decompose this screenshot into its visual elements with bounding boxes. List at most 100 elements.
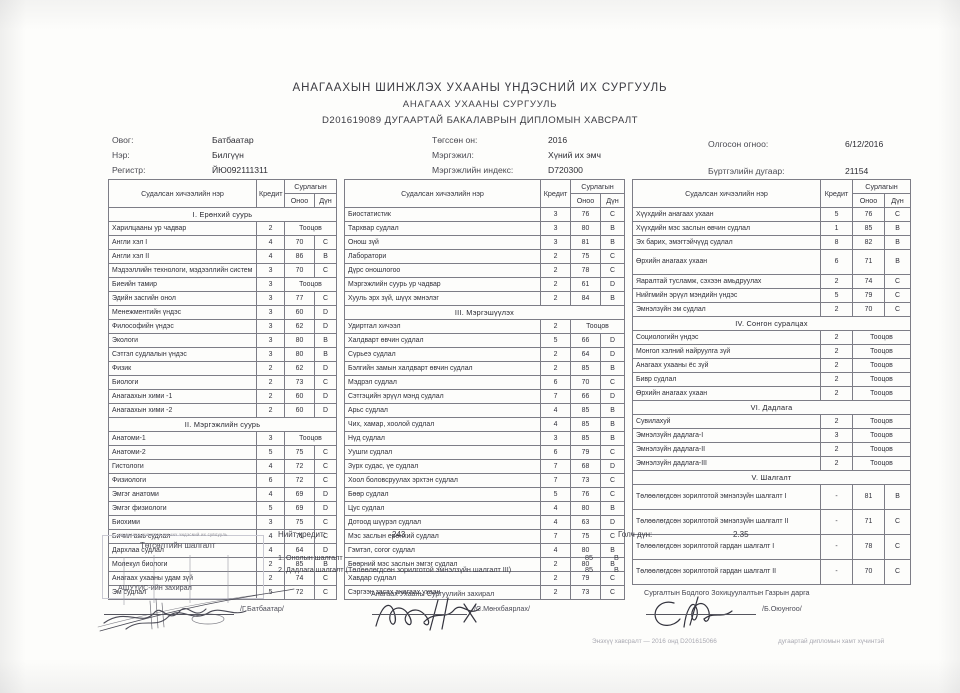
credit-cell: 7 [540,529,571,544]
score-cell: 75 [284,515,315,530]
letter-grade-cell: D [600,347,625,362]
score-cell: 70 [284,263,315,278]
table-row: Хүүхдийн мэс заслын өвчин судлал 1 85 B [632,221,911,236]
footer-note-left: Энэхүү хавсралт — 2016 онд D201615066 [592,638,717,645]
table-row: Сувилахуй 2 Тооцов [632,414,911,429]
th-letter: Дүн [600,193,625,208]
table-row: Физиологи 6 72 C [108,473,337,488]
letter-grade-cell: B [600,557,625,572]
table2-body: Биостатистик 3 76 C Тархвар судлал 3 80 B Онош з… [344,207,625,600]
letter-grade-cell: C [884,534,911,560]
footer-note-right: дугаартай дипломын хамт хүчинтэй [778,638,885,645]
course-name-cell: Эмнэлзүйн дадлага-III [632,456,821,471]
score-cell: Тооцов [284,221,337,236]
score-cell: 62 [284,319,315,334]
score-cell: Тооцов [852,456,911,471]
letter-grade-cell: B [600,403,625,418]
credit-cell: 2 [256,221,285,236]
course-name-cell: Бөөр судлал [344,487,541,502]
course-name-cell: Анатоми-1 [108,431,257,446]
score-cell: 75 [570,249,601,264]
credit-cell: 5 [820,207,853,222]
table-row: Төлөөлөгдсөн зорилготой гардан шалгалт I… [632,534,911,560]
course-name-cell: Гэмтэл, согог судлал [344,543,541,558]
course-name-cell: Биохими [108,515,257,530]
credit-cell: 4 [540,515,571,530]
diploma-supplement-line: D201619089 ДУГААРТАЙ БАКАЛАВРЫН ДИПЛОМЫН… [322,115,638,126]
credit-cell: 5 [540,333,571,348]
letter-grade-cell: C [884,288,911,303]
score-cell: 81 [852,484,885,510]
document-title-block: АНАГААХЫН ШИНЖЛЭХ УХААНЫ ҮНДЭСНИЙ ИХ СУР… [0,82,960,126]
register-label: Регистр: [112,165,146,175]
credit-cell: 2 [540,557,571,572]
register-value: ЙЮ092111311 [212,165,268,175]
letter-grade-cell: B [314,333,337,348]
course-name-cell: Арьс судлал [344,403,541,418]
section-heading: III. Мэргэшүүлэх [344,305,625,320]
score-cell: 78 [852,534,885,560]
table3-body: Хүүхдийн анагаах ухаан 5 76 C Хүүхдийн мэс з… [632,207,911,585]
score-cell: Тооцов [852,386,911,401]
th-score: Оноо [852,193,885,208]
credit-cell: 2 [540,291,571,306]
th-grade-group: Сурлагын [284,179,337,194]
section-heading-row: II. Мэргэжлийн суурь [108,417,337,432]
score-cell: 72 [284,459,315,474]
credit-cell: 2 [820,274,853,289]
courses-table-column-1: Судалсан хичээлийн нэр Кредит Сурлагын О… [108,179,337,600]
credit-cell: - [820,509,853,535]
letter-grade-cell: D [600,333,625,348]
table-row: Дотоод шүүрэл судлал 4 63 D [344,515,625,530]
table-row: Төлөөлөгдсөн зорилготой эмнэлзүйн шалгал… [632,484,911,510]
letter-grade-cell: C [884,274,911,289]
signature-2-title: Анагаах Ухааны Сургуулийн захирал [371,589,495,598]
table-row: Менежментийн үндэс 3 60 D [108,305,337,320]
credit-cell: 3 [540,207,571,222]
score-cell: 63 [570,515,601,530]
course-name-cell: Менежментийн үндэс [108,305,257,320]
course-name-cell: Анагаах ухааны ёс зүй [632,358,821,373]
credit-cell: 5 [540,487,571,502]
course-name-cell: Эмнэлзүйн дадлага-I [632,428,821,443]
credit-cell: - [820,559,853,585]
letter-grade-cell: C [314,263,337,278]
courses-table-column-3: Судалсан хичээлийн нэр Кредит Сурлагын О… [632,179,911,585]
score-cell: 79 [852,288,885,303]
score-cell: 86 [284,249,315,264]
credit-cell: 1 [820,221,853,236]
score-cell: 60 [284,305,315,320]
score-cell: 85 [570,417,601,432]
credit-cell: 3 [256,305,285,320]
score-cell: 64 [570,347,601,362]
table-row: Нүд судлал 3 85 B [344,431,625,446]
credit-cell: 2 [820,456,853,471]
letter-grade-cell: B [884,484,911,510]
profession-label: Мэргэжил: [432,150,474,160]
course-name-cell: Төлөөлөгдсөн зорилготой гардан шалгалт I… [632,559,821,585]
course-name-cell: Дүрс оношлогоо [344,263,541,278]
table-row: Эмнэлзүйн дадлага-III 2 Тооцов [632,456,911,471]
table-row: Сэтгэл судлалын үндэс 3 80 B [108,347,337,362]
credit-cell: 2 [820,372,853,387]
table1-head: Судалсан хичээлийн нэр Кредит Сурлагын О… [108,179,337,208]
table-row: Сэргээн засах анагаах ухаан 2 73 C [344,585,625,600]
course-name-cell: Философийн үндэс [108,319,257,334]
course-name-cell: Физиологи [108,473,257,488]
table-row: Социологийн үндэс 2 Тооцов [632,330,911,345]
course-name-cell: Монгол хэлний найруулга зүй [632,344,821,359]
credit-cell: 2 [256,361,285,376]
credit-cell: 2 [540,263,571,278]
letter-grade-cell: C [884,207,911,222]
table-row: Философийн үндэс 3 62 D [108,319,337,334]
letter-grade-cell: D [314,501,337,516]
letter-grade-cell: C [314,445,337,460]
course-name-cell: Англи хэл I [108,235,257,250]
th-score: Оноо [284,193,315,208]
course-name-cell: Онош зүй [344,235,541,250]
score-cell: 72 [284,473,315,488]
score-cell: 80 [284,333,315,348]
gpa-value: 2.35 [733,530,749,539]
score-cell: 70 [852,559,885,585]
letter-grade-cell: D [314,319,337,334]
